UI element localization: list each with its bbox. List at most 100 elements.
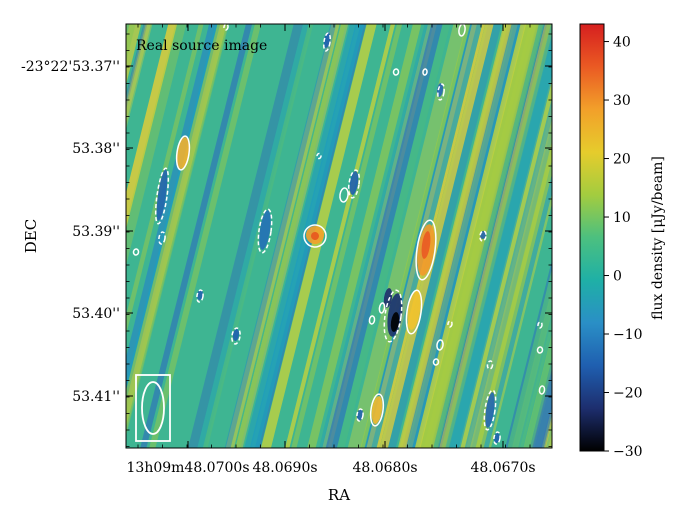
positive-contour xyxy=(405,289,423,335)
colorbar-tick-label: 30 xyxy=(613,93,631,109)
beam-ellipse xyxy=(135,374,171,442)
heatmap-blob xyxy=(156,169,168,221)
positive-contour xyxy=(432,358,440,366)
y-axis-label: DEC xyxy=(22,219,40,253)
positive-contour xyxy=(303,224,327,248)
y-tick-label: 53.39'' xyxy=(72,224,120,240)
negative-contour xyxy=(223,24,229,31)
heatmap-stripe xyxy=(387,24,522,448)
panel-label: Real source image xyxy=(136,38,267,54)
y-ticks: -23°22'53.37'' 53.38'' 53.39'' 53.40'' 53.41… xyxy=(21,33,552,447)
heatmap-stripe xyxy=(281,24,413,448)
heatmap-blob xyxy=(383,288,393,308)
colorbar-tick-label: 20 xyxy=(613,152,631,168)
plot-frame xyxy=(125,23,553,449)
x-tick-label: 13h09m48.0700s xyxy=(127,460,250,476)
positive-contour xyxy=(436,339,444,351)
heatmap-stripe xyxy=(404,24,537,448)
negative-contour xyxy=(196,289,204,303)
heatmap-plot: 13h09m48.0700s 48.0690s 48.0680s 48.0670s -… xyxy=(21,23,553,476)
negative-contour xyxy=(347,169,361,199)
heatmap-blob xyxy=(323,32,331,48)
heatmap-stripe xyxy=(509,24,552,448)
heatmap-stripe xyxy=(459,24,552,448)
heatmap-stripe xyxy=(297,24,432,448)
heatmap-stripe xyxy=(350,24,481,448)
heatmap-stripe xyxy=(178,24,314,448)
heatmap-stripe xyxy=(409,24,549,448)
negative-contour xyxy=(486,360,494,370)
positive-contour xyxy=(536,346,544,354)
positive-contour xyxy=(339,187,349,203)
heatmap-stripe xyxy=(502,24,552,448)
heatmap-stripe xyxy=(215,24,350,448)
heatmap-stripe xyxy=(234,24,367,448)
negative-contour xyxy=(154,167,170,225)
heatmap-blob xyxy=(421,231,431,259)
heatmap-stripe xyxy=(423,24,552,448)
positive-contour xyxy=(422,68,428,76)
colorbar-tick-label: 40 xyxy=(613,35,631,51)
heatmap-stripe xyxy=(337,24,477,448)
negative-contour xyxy=(323,32,331,52)
heatmap-stripe xyxy=(327,24,461,448)
colorbar-tick-label: −30 xyxy=(613,444,643,460)
x-axis-label: RA xyxy=(328,486,350,504)
negative-contour xyxy=(158,231,166,245)
positive-contour xyxy=(368,315,376,325)
heatmap-stripes xyxy=(126,24,552,448)
heatmap-blob xyxy=(176,137,190,169)
heatmap-stripe xyxy=(369,24,504,448)
x-ticks: 13h09m48.0700s 48.0690s 48.0680s 48.0670s xyxy=(127,24,536,476)
y-tick-label: 53.41'' xyxy=(72,389,120,405)
colorbar-tick-label: 10 xyxy=(613,210,631,226)
negative-contour xyxy=(437,83,445,101)
heatmap-stripe xyxy=(126,24,214,448)
heatmap-stripe xyxy=(214,24,347,448)
colorbar-tick-label: −20 xyxy=(613,386,643,402)
heatmap-stripe xyxy=(410,24,549,448)
contour-lines xyxy=(132,24,546,445)
colorbar-ticks: 40 30 20 10 0 −10 −20 −30 xyxy=(604,35,643,460)
x-tick-label: 48.0690s xyxy=(252,460,317,476)
heatmap-stripe xyxy=(465,24,552,448)
heatmap-stripe xyxy=(309,24,444,448)
heatmap-stripe xyxy=(126,24,237,448)
negative-contour xyxy=(231,327,241,345)
negative-contour xyxy=(537,321,543,329)
heatmap-stripe xyxy=(394,24,532,448)
heatmap-stripe xyxy=(126,24,188,448)
negative-contour xyxy=(447,320,453,328)
negative-contour xyxy=(493,431,501,445)
positive-contour xyxy=(369,393,385,427)
heatmap-blob xyxy=(493,433,501,443)
positive-contour xyxy=(378,302,386,314)
negative-contour xyxy=(479,230,487,242)
negative-contour xyxy=(383,289,403,343)
heatmap-stripe xyxy=(315,24,453,448)
heatmap-stripe xyxy=(126,24,197,448)
heatmap-blob xyxy=(407,290,421,330)
y-tick-label: 53.38'' xyxy=(72,141,120,157)
heatmap-stripe xyxy=(438,24,552,448)
heatmap-stripe xyxy=(431,24,552,448)
colorbar-bar xyxy=(579,23,605,452)
colorbar-label: flux density [μJy/beam] xyxy=(650,156,666,320)
negative-contour xyxy=(257,208,273,254)
x-tick-label: 48.0680s xyxy=(352,460,417,476)
heatmap-blob xyxy=(196,290,204,300)
colorbar-tick-label: −10 xyxy=(613,327,643,343)
x-tick-label: 48.0670s xyxy=(470,460,535,476)
heatmap-stripe xyxy=(126,24,161,448)
heatmap-stripe xyxy=(126,24,163,448)
negative-contour xyxy=(483,389,497,431)
positive-contour xyxy=(175,135,191,171)
colorbar: 40 30 20 10 0 −10 −20 −30 flux density [μJy/bea… xyxy=(579,23,666,460)
heatmap-stripe xyxy=(126,24,239,448)
heatmap-blob xyxy=(371,396,383,424)
heatmap-blob xyxy=(259,210,271,250)
colorbar-tick-label: 0 xyxy=(613,269,622,285)
heatmap-blob xyxy=(311,232,319,240)
heatmap-stripe xyxy=(225,24,357,448)
y-tick-label: 53.40'' xyxy=(72,306,120,322)
